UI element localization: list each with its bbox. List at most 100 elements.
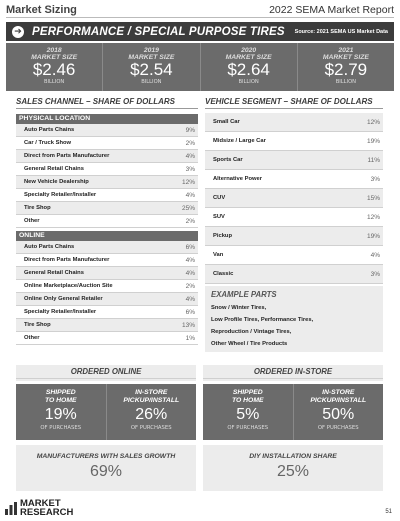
table-row: Online Marketplace/Auction Site 2% [16,280,198,293]
diy-installation-stat: DIY INSTALLATION SHARE 25% [203,445,383,491]
stat-unit: OF PURCHASES [317,425,359,431]
table-row: General Retail Chains 3% [16,163,198,176]
unit-label: BILLION [238,79,259,85]
row-label: Online Marketplace/Auction Site [24,283,113,289]
table-row: Tire Shop 13% [16,319,198,332]
row-value: 2% [185,139,195,147]
vehicle-rows: Small Car 12% Midsize / Large Car 19% Sports… [205,113,383,284]
stat-label: SHIPPED [232,389,263,396]
stat-label: MANUFACTURERS WITH SALES GROWTH [36,453,176,460]
unit-label: BILLION [335,79,357,85]
row-label: SUV [213,214,225,220]
table-row: Specialty Retailer/Installer 6% [16,306,198,319]
report-title: 2022 SEMA Market Report [269,3,394,16]
unit-label: BILLION [141,79,162,85]
market-size-2019: 2019 MARKET SIZE $2.54 BILLION [103,43,201,91]
stat-unit: OF PURCHASES [130,425,172,431]
manufacturers-growth-stat: MANUFACTURERS WITH SALES GROWTH 69% [16,445,196,491]
row-label: General Retail Chains [24,166,84,172]
example-parts-heading: EXAMPLE PARTS [211,290,277,299]
stat-label: TO HOME [231,396,264,404]
table-row: General Retail Chains 4% [16,267,198,280]
row-value: 6% [185,308,195,316]
market-size-label: MARKET SIZE [322,54,369,61]
stat-label: PICKUP/INSTALL [310,396,367,404]
example-part-item: Low Profile Tires, Performance Tires, [211,317,314,323]
row-value: 12% [366,213,380,221]
row-value: 4% [185,295,195,303]
table-row: Specialty Retailer/Installer 4% [16,189,198,202]
row-label: General Retail Chains [24,270,84,276]
row-label: Midsize / Large Car [213,138,266,144]
row-value: 4% [185,269,195,277]
table-row: SUV 12% [205,208,383,227]
row-label: Pickup [213,233,233,239]
row-label: Online Only General Retailer [24,296,103,302]
market-size-value: $2.64 [227,60,270,79]
row-label: Classic [213,271,234,277]
year-label: 2018 [46,47,62,54]
row-value: 25% [181,204,195,212]
example-part-item: Other Wheel / Tire Products [211,341,288,347]
market-size-2020: 2020 MARKET SIZE $2.64 BILLION [201,43,298,91]
physical-location-header: PHYSICAL LOCATION [16,114,198,124]
logo-line-1: MARKET [20,498,61,509]
stat-label: TO HOME [44,396,77,404]
stat-label: IN-STORE [322,389,355,396]
ordered-instore-heading: ORDERED IN-STORE [203,365,383,379]
arrow-right-icon: ➔ [12,25,24,38]
stat-value: 69% [89,463,123,480]
row-label: Direct from Parts Manufacturer [24,257,110,263]
page-number: 51 [385,509,392,515]
row-label: CUV [213,195,226,201]
row-value: 3% [370,270,380,278]
page-header: Market Sizing 2022 SEMA Market Report [6,2,394,18]
row-label: Tire Shop [24,322,51,328]
stat-value: 50% [322,406,355,423]
table-row: Auto Parts Chains 6% [16,241,198,254]
row-value: 19% [366,137,380,145]
online-instore-pickup: IN-STORE PICKUP/INSTALL 26% OF PURCHASES [107,384,197,440]
market-size-value: $2.79 [324,60,368,79]
table-row: Online Only General Retailer 4% [16,293,198,306]
row-label: Specialty Retailer/Installer [24,309,97,315]
table-row: Pickup 19% [205,227,383,246]
row-label: Auto Parts Chains [24,244,75,250]
vehicle-segment-heading: VEHICLE SEGMENT – SHARE OF DOLLARS [205,97,383,109]
table-row: CUV 15% [205,189,383,208]
logo-text: MARKET RESEARCH [20,498,74,518]
table-row: Direct from Parts Manufacturer 4% [16,254,198,267]
instore-shipped-to-home: SHIPPED TO HOME 5% OF PURCHASES [203,384,294,440]
instore-pickup-install: IN-STORE PICKUP/INSTALL 50% OF PURCHASES [294,384,384,440]
row-label: Other [24,335,40,341]
ordered-online-stats: SHIPPED TO HOME 19% OF PURCHASES IN-STOR… [16,384,196,440]
logo-line-2: RESEARCH [20,507,74,518]
row-label: Van [213,252,224,258]
table-row: Auto Parts Chains 9% [16,124,198,137]
unit-label: BILLION [43,79,65,85]
row-label: Tire Shop [24,205,51,211]
sales-channel-heading: SALES CHANNEL – SHARE OF DOLLARS [16,97,198,109]
row-value: 4% [185,256,195,264]
example-part-item: Reproduction / Vintage Tires, [211,329,292,335]
table-row: Van 4% [205,246,383,265]
stat-label: SHIPPED [45,389,76,396]
vehicle-segment-table: Small Car 12% Midsize / Large Car 19% Sports… [205,113,383,284]
row-label: Sports Car [213,157,243,163]
market-size-2018: 2018 MARKET SIZE $2.46 BILLION [6,43,104,91]
market-size-label: MARKET SIZE [128,54,175,61]
stat-unit: OF PURCHASES [40,425,82,431]
row-value: 4% [185,191,195,199]
ordered-online-heading: ORDERED ONLINE [16,365,196,379]
row-value: 3% [370,175,380,183]
table-row: Direct from Parts Manufacturer 4% [16,150,198,163]
table-row: Midsize / Large Car 19% [205,132,383,151]
stat-value: 5% [236,406,260,423]
table-row: Sports Car 11% [205,151,383,170]
stat-label: DIY INSTALLATION SHARE [249,453,337,460]
bar-chart-icon [5,502,17,515]
ordered-instore-stats: SHIPPED TO HOME 5% OF PURCHASES IN-STORE… [203,384,383,440]
source-note: Source: 2021 SEMA US Market Data [294,28,388,35]
row-label: Direct from Parts Manufacturer [24,153,110,159]
table-row: Alternative Power 3% [205,170,383,189]
